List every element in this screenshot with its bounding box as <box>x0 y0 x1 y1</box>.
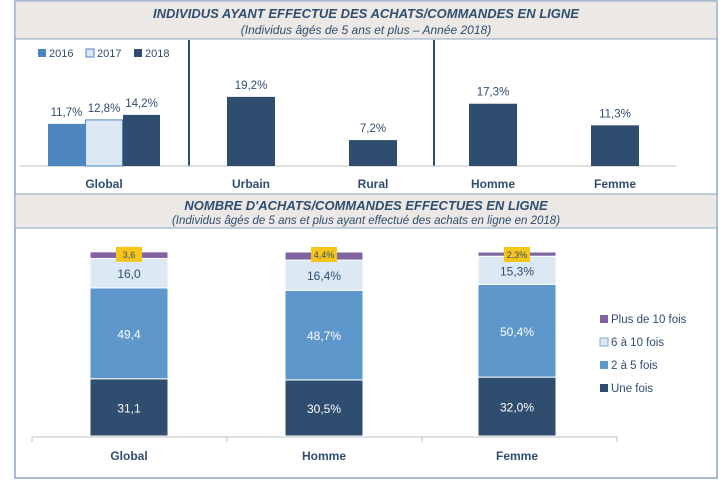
data-label: 4,4% <box>314 250 335 260</box>
data-label-global-2016: 11,7% <box>51 107 83 119</box>
bar-global-2018 <box>123 114 160 166</box>
data-label: 31,1 <box>117 401 141 415</box>
x-tick-label: Urbain <box>232 177 270 191</box>
bar-segment-global-0 <box>89 378 169 437</box>
legend-label-2017: 2017 <box>97 48 121 60</box>
data-label-urbain: 19,2% <box>235 80 268 92</box>
x-tick-label: Global <box>110 449 147 463</box>
legend-label: Plus de 10 fois <box>611 314 687 326</box>
chart2-subtitle: (Individus âgés de 5 ans et plus ayant e… <box>172 215 560 227</box>
bar-segment-global-1 <box>89 287 169 380</box>
data-label: 16,0 <box>117 267 141 281</box>
legend-label-2018: 2018 <box>145 48 169 60</box>
legend-swatch <box>600 315 608 323</box>
x-tick-label: Global <box>85 177 122 191</box>
data-label-bg <box>504 247 530 262</box>
data-label: 2,3% <box>507 250 528 260</box>
x-tick-label: Femme <box>594 177 636 191</box>
bar-global-2016 <box>48 123 85 166</box>
data-label: 30,5% <box>307 402 341 416</box>
legend-swatch-2018 <box>134 49 142 57</box>
data-label: 48,7% <box>307 329 341 343</box>
bar-global-2017 <box>85 119 123 167</box>
data-label: 49,4 <box>117 327 141 341</box>
bar-rural <box>349 140 397 166</box>
x-tick-label: Femme <box>496 449 538 463</box>
data-label-homme: 17,3% <box>477 87 510 99</box>
bar-segment-femme-0 <box>477 376 557 437</box>
bar-segment-homme-2 <box>284 259 364 291</box>
chart2-title: NOMBRE D'ACHATS/COMMANDES EFFECTUES EN L… <box>184 198 548 213</box>
x-tick-label: Rural <box>358 177 389 191</box>
bar-homme <box>469 103 517 166</box>
data-label-global-2017: 12,8% <box>88 103 121 115</box>
legend-label: 2 à 5 fois <box>611 360 658 372</box>
bar-urbain <box>227 96 275 166</box>
bar-segment-femme-1 <box>477 283 557 378</box>
legend-swatch-2016 <box>38 49 46 57</box>
legend-swatch <box>599 337 609 347</box>
bar-segment-homme-0 <box>284 379 364 437</box>
x-tick-label: Homme <box>302 449 346 463</box>
data-label: 3,6 <box>123 250 136 260</box>
chart1-subtitle: (Individus âgés de 5 ans et plus – Année… <box>241 23 491 37</box>
data-label: 50,4% <box>500 325 534 339</box>
data-label-global-2018: 14,2% <box>125 98 158 110</box>
data-label-bg <box>116 246 142 262</box>
legend-swatch <box>600 384 608 392</box>
data-label-femme: 11,3% <box>599 108 631 120</box>
x-tick-label: Homme <box>471 177 515 191</box>
legend-label: 6 à 10 fois <box>611 337 664 349</box>
header-2-bg <box>14 193 718 229</box>
data-label: 16,4% <box>307 269 341 283</box>
legend-label: Une fois <box>611 383 653 395</box>
chart1-title: INDIVIDUS AYANT EFFECTUE DES ACHATS/COMM… <box>153 6 579 21</box>
legend-swatch <box>600 361 608 369</box>
legend-swatch-2017 <box>85 48 95 58</box>
data-label-rural: 7,2% <box>360 123 386 135</box>
bar-femme <box>591 125 639 166</box>
header-1-bg <box>14 0 718 40</box>
data-label: 15,3% <box>500 264 534 278</box>
bar-segment-homme-1 <box>284 289 364 381</box>
data-label: 32,0% <box>500 401 534 415</box>
legend-label-2016: 2016 <box>49 48 73 60</box>
data-label-bg <box>311 247 337 262</box>
